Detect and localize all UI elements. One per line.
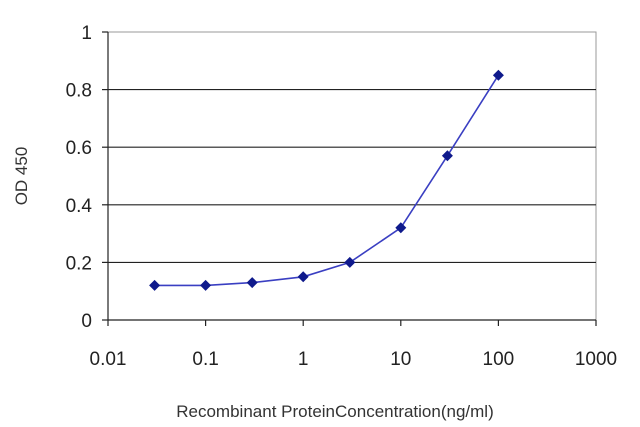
y-tick-label: 1: [81, 23, 92, 44]
x-tick-label: 100: [483, 349, 515, 370]
tick-labels: 0 0.2 0.4 0.6 0.8 1 0.01 0.1 1 10 100 1000: [66, 23, 618, 370]
data-point: [200, 279, 212, 291]
y-axis-title: OD 450: [12, 147, 31, 206]
y-tick-label: 0.8: [66, 81, 92, 102]
data-point: [492, 69, 504, 81]
y-tick-label: 0.4: [66, 196, 93, 217]
x-tick-label: 10: [390, 349, 411, 370]
axes: [102, 31, 597, 326]
data-point: [297, 271, 309, 283]
data-point: [149, 279, 161, 291]
x-axis-title: Recombinant ProteinConcentration(ng/ml): [176, 402, 494, 421]
x-tick-label: 0.1: [192, 349, 218, 370]
data-point: [246, 277, 258, 289]
series-line: [154, 74, 500, 287]
data-point: [441, 150, 453, 162]
y-tick-label: 0: [81, 311, 92, 332]
data-point: [395, 222, 407, 234]
x-tick-label: 0.01: [90, 349, 127, 370]
plot-area: [107, 31, 597, 321]
x-tick-label: 1000: [575, 349, 617, 370]
y-tick-label: 0.6: [66, 138, 92, 159]
data-point: [344, 256, 356, 268]
x-tick-label: 1: [298, 349, 309, 370]
series: [149, 69, 504, 291]
y-tick-label: 0.2: [66, 253, 92, 274]
